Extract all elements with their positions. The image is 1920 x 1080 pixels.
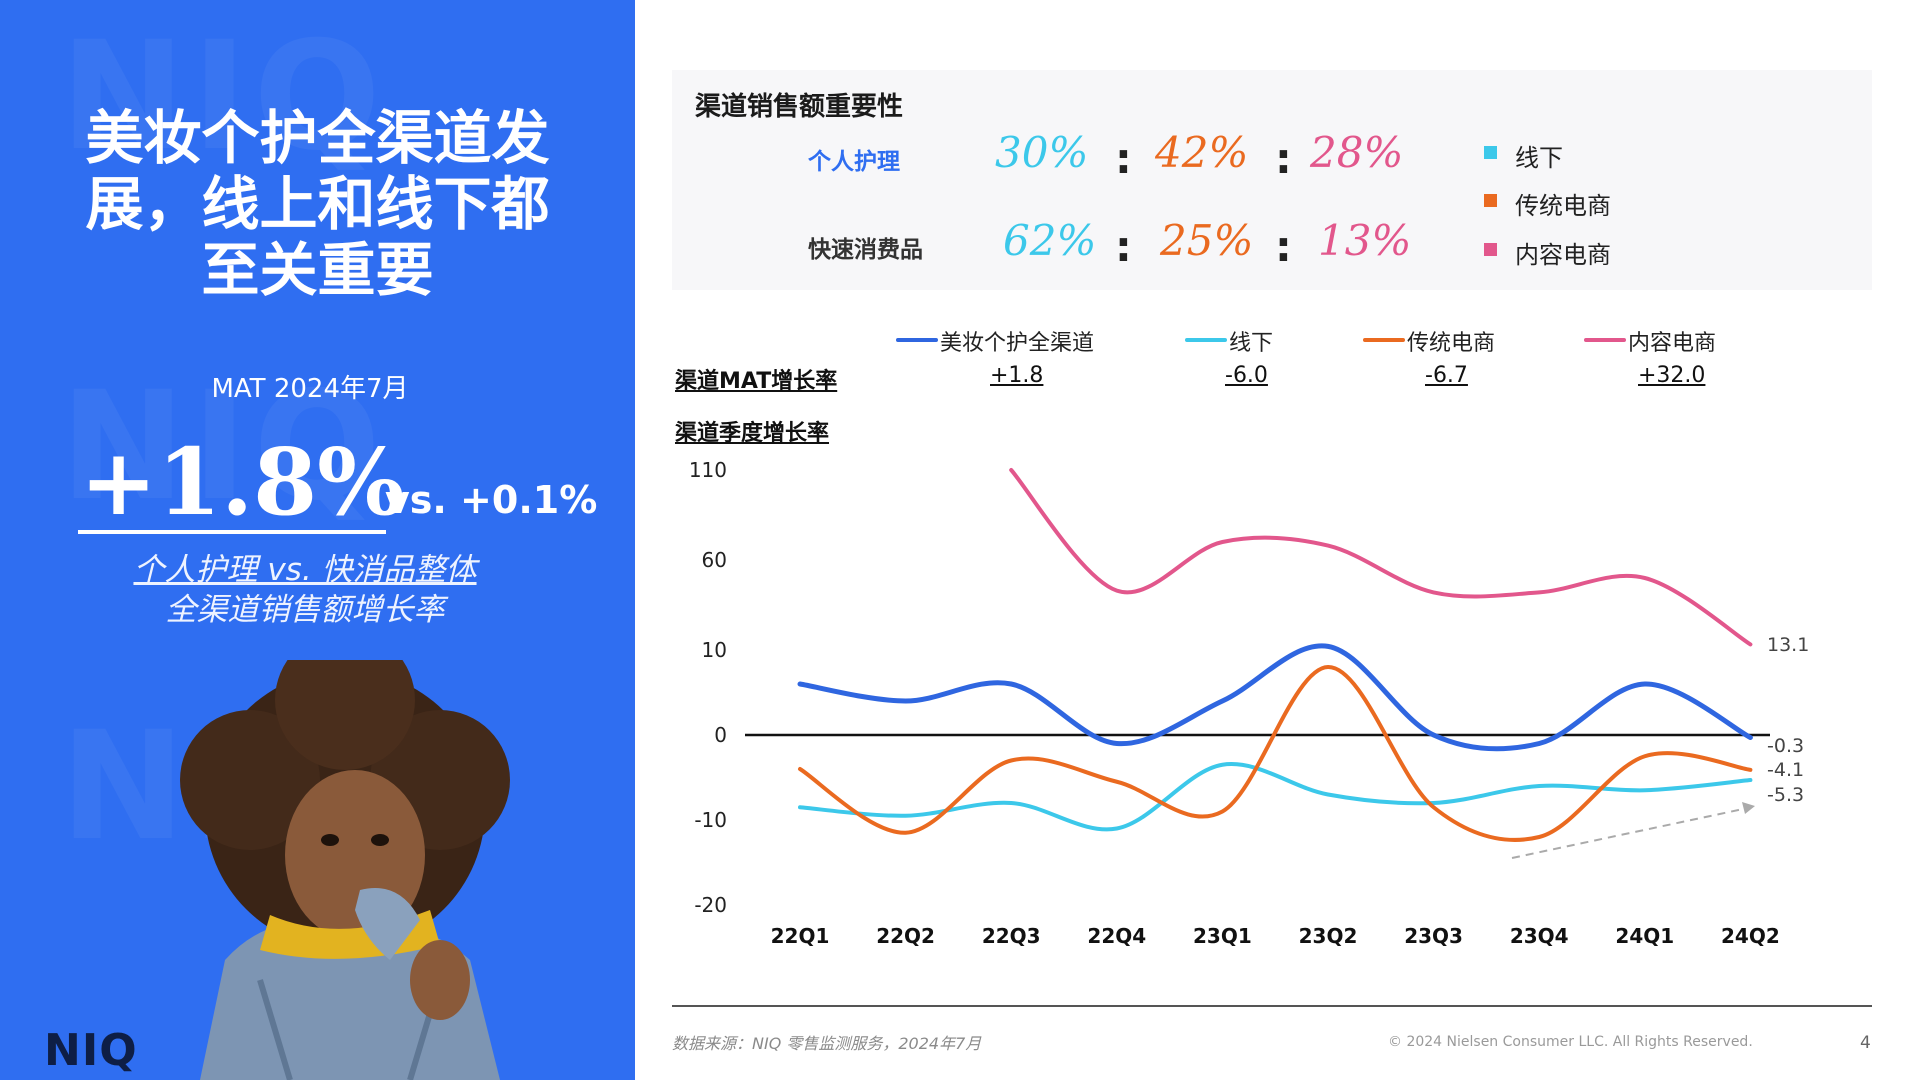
caption-line: 个人护理 vs. 快消品整体 xyxy=(133,552,477,588)
mat-growth-value: -6.0 xyxy=(1225,363,1268,388)
series-legend-label: 美妆个护全渠道 xyxy=(940,331,1095,356)
pct-content-ecommerce: 28% xyxy=(1310,128,1404,177)
footer-copyright: © 2024 Nielsen Consumer LLC. All Rights … xyxy=(1388,1034,1753,1050)
offline-series-line xyxy=(798,762,1753,832)
legend-swatch xyxy=(1484,194,1497,207)
legend-label: 线下 xyxy=(1515,144,1563,172)
mat-growth-value: +32.0 xyxy=(1638,363,1706,388)
y-tick-label: -20 xyxy=(694,893,727,917)
x-tick-label: 23Q4 xyxy=(1510,924,1569,948)
pct-traditional-ecommerce: 25% xyxy=(1160,216,1254,265)
page-number: 4 xyxy=(1860,1033,1871,1053)
x-tick-label: 22Q1 xyxy=(771,924,830,948)
headline-line: 展，线上和线下都 xyxy=(85,170,550,238)
series-swatch xyxy=(1363,338,1405,342)
headline-line: 美妆个护全渠道发 xyxy=(85,104,550,172)
legend-swatch xyxy=(1484,146,1497,159)
x-tick-label: 22Q3 xyxy=(982,924,1041,948)
series-legend-label: 传统电商 xyxy=(1407,331,1496,356)
series-end-label: -5.3 xyxy=(1767,784,1804,806)
mat-growth-title: 渠道MAT增长率 xyxy=(675,369,838,394)
growth-caption: 个人护理 vs. 快消品整体 全渠道销售额增长率 xyxy=(95,550,515,630)
all-channel-series-line xyxy=(797,643,1753,752)
series-swatch xyxy=(1185,338,1227,342)
y-tick-label: 0 xyxy=(714,723,727,747)
x-tick-label: 22Q4 xyxy=(1087,924,1146,948)
footer-source: 数据来源：NIQ 零售监测服务，2024年7月 xyxy=(672,1034,982,1053)
pct-traditional-ecommerce: 42% xyxy=(1155,128,1249,177)
mat-growth-value: +1.8 xyxy=(990,363,1044,388)
growth-number: +1.8% xyxy=(80,428,405,536)
watermark: NIQ xyxy=(60,360,387,534)
niq-logo: NIQ xyxy=(44,1025,138,1076)
trend-arrow xyxy=(1511,807,1749,859)
row-label-personal-care: 个人护理 xyxy=(808,149,900,175)
legend-swatch xyxy=(1484,243,1497,256)
headline-line: 至关重要 xyxy=(201,236,434,304)
ratio-colon: : xyxy=(1275,222,1292,271)
series-legend-label: 线下 xyxy=(1229,331,1274,356)
series-end-label: -0.3 xyxy=(1767,735,1804,757)
trend-arrowhead xyxy=(1742,802,1755,814)
series-legend-label: 内容电商 xyxy=(1628,331,1717,356)
quarterly-growth-title: 渠道季度增长率 xyxy=(675,421,830,446)
pct-content-ecommerce: 13% xyxy=(1318,216,1412,265)
vs-comparison: vs. +0.1% xyxy=(385,478,598,522)
x-tick-label: 22Q2 xyxy=(876,924,935,948)
importance-panel xyxy=(672,70,1872,290)
series-end-label: 13.1 xyxy=(1767,634,1809,656)
x-tick-label: 23Q1 xyxy=(1193,924,1252,948)
ratio-colon: : xyxy=(1115,222,1132,271)
headline: 美妆个护全渠道发 展，线上和线下都 至关重要 xyxy=(70,105,565,303)
model-photo xyxy=(180,660,510,1080)
content-ecommerce-series-line xyxy=(1009,468,1753,647)
x-tick-label: 24Q1 xyxy=(1615,924,1674,948)
ratio-colon: : xyxy=(1275,134,1292,183)
caption-line: 全渠道销售额增长率 xyxy=(165,592,445,628)
growth-underline xyxy=(78,530,386,534)
traditional-ecommerce-series-line xyxy=(798,664,1753,842)
x-tick-label: 23Q2 xyxy=(1299,924,1358,948)
mat-label: MAT 2024年7月 xyxy=(211,374,409,404)
ratio-colon: : xyxy=(1115,134,1132,183)
series-swatch xyxy=(896,338,938,342)
row-label-fmcg: 快速消费品 xyxy=(808,237,923,263)
y-tick-label: 10 xyxy=(702,638,727,662)
y-tick-label: 110 xyxy=(689,458,727,482)
legend-label: 传统电商 xyxy=(1515,192,1611,220)
y-tick-label: -10 xyxy=(694,808,727,832)
x-tick-label: 24Q2 xyxy=(1721,924,1780,948)
mat-growth-value: -6.7 xyxy=(1425,363,1468,388)
importance-title: 渠道销售额重要性 xyxy=(695,92,904,122)
legend-label: 内容电商 xyxy=(1515,241,1611,269)
left-panel: NIQ NIQ NIQ 美妆个护全渠道发 展，线上和线下都 至关重要 MAT 2… xyxy=(0,0,635,1080)
watermark: NIQ xyxy=(60,10,387,184)
x-tick-label: 23Q3 xyxy=(1404,924,1463,948)
footer-divider xyxy=(672,1005,1872,1007)
y-tick-label: 60 xyxy=(702,548,727,572)
pct-offline: 30% xyxy=(995,128,1089,177)
pct-offline: 62% xyxy=(1003,216,1097,265)
series-end-label: -4.1 xyxy=(1767,759,1804,781)
series-swatch xyxy=(1584,338,1626,342)
